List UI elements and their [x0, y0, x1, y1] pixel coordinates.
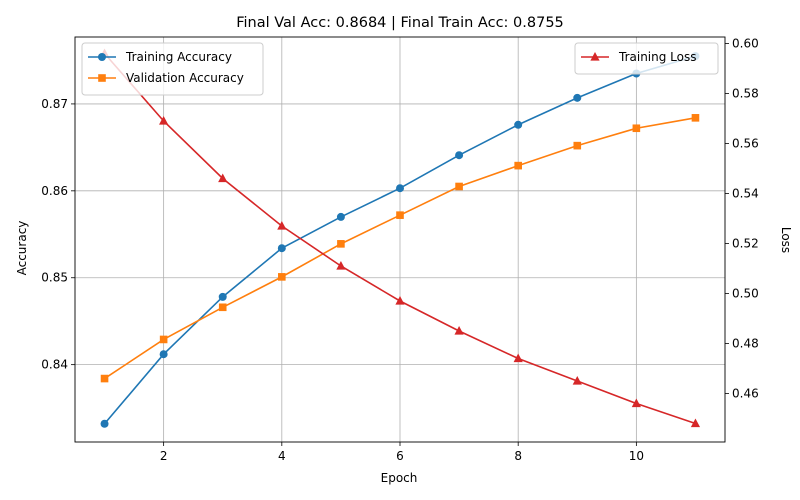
legend-top-right: Training Loss: [574, 42, 719, 75]
legend-box: [574, 42, 719, 75]
legend-label: Training Accuracy: [125, 50, 232, 64]
data-point: [100, 374, 109, 383]
y-tick-label: 0.87: [41, 97, 68, 111]
y-tick-label: 0.85: [41, 271, 68, 285]
data-point: [572, 376, 582, 385]
data-point: [159, 116, 169, 125]
legend-label: Training Loss: [618, 50, 696, 64]
data-point: [573, 93, 582, 102]
legend-marker: [98, 53, 106, 61]
y-tick-label: 0.86: [41, 184, 68, 198]
legend-top-left: Training Accuracy Validation Accuracy: [81, 42, 264, 96]
data-point: [454, 326, 464, 335]
x-tick-label: 6: [396, 449, 404, 463]
data-point: [632, 124, 641, 133]
data-point: [690, 418, 701, 428]
data-point: [159, 350, 168, 359]
data-point: [337, 240, 345, 248]
x-tick-label: 10: [629, 449, 644, 463]
y2-tick-label: 0.46: [732, 387, 759, 401]
x-tick-label: 4: [278, 449, 286, 463]
legend-marker: [590, 52, 600, 61]
data-point: [336, 261, 346, 270]
data-point: [514, 120, 523, 129]
data-point: [277, 244, 286, 253]
data-point: [691, 114, 700, 122]
series-validation-accuracy: [100, 114, 700, 383]
data-point: [218, 173, 228, 183]
axes-group: 2 4 6 8 10 0.84 0.85 0.86 0.87 0.46 0.48 0.50 0.52 0.…: [41, 37, 758, 464]
x-tick-label: 2: [160, 449, 168, 463]
series-training-loss: [99, 48, 701, 428]
data-point: [455, 151, 464, 160]
legend-marker: [98, 74, 106, 82]
data-point: [218, 303, 227, 312]
y2-tick-label: 0.48: [732, 337, 759, 351]
data-point: [100, 419, 109, 428]
legend-label: Validation Accuracy: [126, 71, 244, 85]
chart-title: Final Val Acc: 0.8684 | Final Train Acc:…: [236, 15, 564, 31]
y2-tick-label: 0.50: [732, 287, 759, 301]
y2-tick-label: 0.60: [732, 37, 759, 51]
legend-box: [81, 42, 264, 96]
y2-tick-label: 0.54: [732, 187, 759, 201]
data-point: [513, 353, 523, 363]
data-point: [159, 335, 168, 344]
data-point: [396, 184, 404, 193]
x-axis-label: Epoch: [381, 471, 418, 485]
data-point: [336, 212, 345, 221]
data-point: [395, 296, 405, 305]
series-group: [99, 48, 701, 428]
y2-tick-label: 0.52: [732, 237, 759, 251]
y-tick-label: 0.84: [41, 358, 68, 372]
data-point: [277, 221, 287, 230]
data-point: [514, 161, 522, 170]
data-point: [278, 273, 286, 281]
y2-axis-label: Loss: [779, 227, 793, 253]
grid-lines: [75, 37, 725, 442]
data-point: [573, 141, 582, 150]
y-axis-label: Accuracy: [15, 221, 29, 276]
y2-tick-label: 0.56: [732, 137, 759, 151]
series-training-accuracy: [100, 52, 700, 428]
x-tick-label: 8: [514, 449, 522, 463]
data-point: [396, 211, 404, 219]
data-point: [455, 182, 463, 191]
data-point: [218, 292, 227, 301]
y2-tick-label: 0.58: [732, 87, 759, 101]
data-point: [631, 398, 641, 408]
